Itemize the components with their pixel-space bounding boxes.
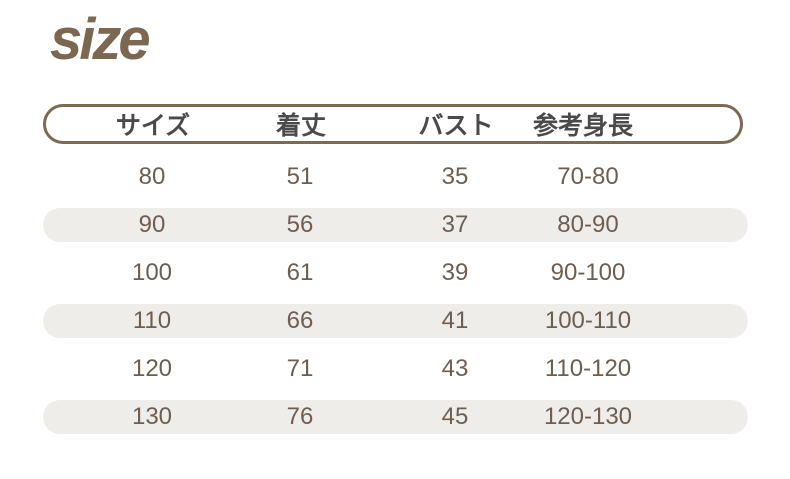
table-row: 120 71 43 110-120 (43, 352, 748, 386)
table-cell: 80 (138, 163, 166, 190)
column-header-size: サイズ (115, 112, 191, 140)
table-cell: 41 (441, 307, 469, 334)
table-cell: 66 (286, 307, 314, 334)
table-cell: 90-100 (550, 259, 626, 286)
table-cell: 110-120 (544, 355, 632, 382)
table-cell: 100-110 (544, 307, 632, 334)
column-header-length: 着丈 (275, 112, 326, 140)
table-cell: 70-80 (557, 163, 619, 190)
table-cell: 43 (441, 355, 469, 382)
table-cell: 130 (131, 403, 173, 430)
column-header-bust: バスト (418, 112, 494, 140)
table-row: 90 56 37 80-90 (43, 208, 748, 242)
table-cell: 120-130 (543, 403, 633, 430)
table-cell: 80-90 (557, 211, 619, 238)
column-header-height: 参考身長 (532, 112, 633, 140)
table-cell: 100 (131, 259, 173, 286)
table-cell: 110 (132, 307, 172, 334)
table-cell: 37 (441, 211, 469, 238)
table-row: 110 66 41 100-110 (43, 304, 748, 338)
table-row: 130 76 45 120-130 (43, 400, 748, 434)
table-row: 100 61 39 90-100 (43, 256, 748, 290)
table-body: 80 51 35 70-80 90 56 37 80-90 100 61 39 … (43, 160, 748, 448)
table-cell: 39 (441, 259, 469, 286)
table-cell: 120 (131, 355, 173, 382)
page-title: size (50, 7, 151, 72)
table-row: 80 51 35 70-80 (43, 160, 748, 194)
table-cell: 51 (286, 163, 314, 190)
table-cell: 90 (138, 211, 166, 238)
table-cell: 35 (441, 163, 469, 190)
table-cell: 56 (286, 211, 314, 238)
table-cell: 76 (286, 403, 314, 430)
table-cell: 45 (441, 403, 469, 430)
table-cell: 61 (286, 259, 314, 286)
table-cell: 71 (286, 355, 314, 382)
table-header-row: サイズ 着丈 バスト 参考身長 (43, 104, 743, 144)
